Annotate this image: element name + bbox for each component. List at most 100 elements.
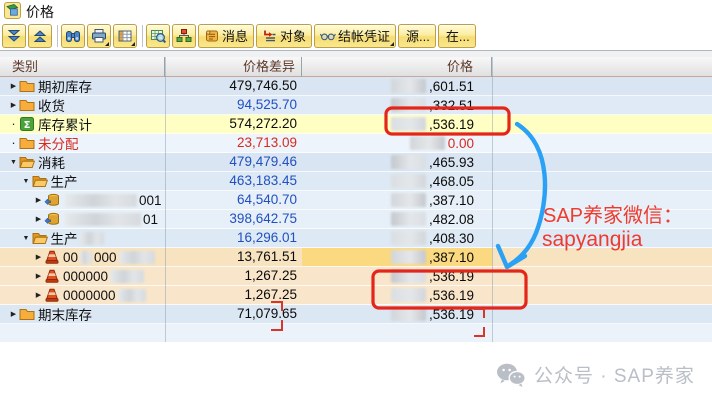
cost-object-icon <box>44 288 60 302</box>
table-header-row: 类别 价格差异 价格 <box>0 57 712 77</box>
redacted-blur <box>117 288 146 302</box>
category-label: 生产 <box>50 232 78 247</box>
table-row[interactable]: ▼ 消耗 479,479.46 ,465.93 <box>0 153 712 172</box>
category-label: 001 <box>139 192 162 208</box>
redacted-blur <box>390 307 426 321</box>
price-value: ,601.51 <box>428 78 474 94</box>
redacted-blur <box>390 193 426 207</box>
order-icon <box>44 212 60 226</box>
redacted-blur <box>110 269 145 283</box>
price-difference-cell: 463,183.45 <box>229 173 297 188</box>
objects-button[interactable]: 对象 <box>256 23 313 48</box>
dropdown-corner-icon[interactable] <box>131 41 135 46</box>
expand-arrow-icon[interactable]: ▶ <box>35 254 42 261</box>
table-row[interactable]: · Σ 库存累计 574,272.20 ,536.19 <box>0 115 712 134</box>
price-cell: ,387.10 <box>302 248 492 266</box>
table-footer-strip <box>0 324 712 342</box>
table-row[interactable]: ▶ 0000000 1,267.25 ,536.19 <box>0 286 712 305</box>
in-button[interactable]: 在... <box>437 23 476 48</box>
table-row[interactable]: ▶ 000000 1,267.25 ,536.19 <box>0 267 712 286</box>
expand-arrow-icon[interactable]: ▶ <box>10 102 17 109</box>
collapse-all-button[interactable] <box>28 23 52 48</box>
category-cell: ▶ 01 <box>0 210 198 228</box>
redacted-blur <box>80 250 93 264</box>
category-label: 库存累计 <box>38 118 92 133</box>
redacted-blur <box>79 231 104 245</box>
category-cell: ▼ 消耗 <box>0 153 173 171</box>
price-value: ,482.08 <box>428 211 474 227</box>
layout-button[interactable] <box>113 23 137 48</box>
expand-all-button[interactable] <box>2 23 26 48</box>
price-cell: ,482.08 <box>302 210 492 228</box>
price-difference-cell: 574,272.20 <box>229 116 297 131</box>
price-difference-cell: 1,267.25 <box>244 268 297 283</box>
price-difference-cell: 398,642.75 <box>229 211 297 226</box>
button-label: 对象 <box>280 29 307 44</box>
dropdown-corner-icon[interactable] <box>105 41 109 46</box>
wechat-note-line2: sapyangjia <box>542 228 643 251</box>
cost-object-icon <box>44 250 60 264</box>
toolbar-divider <box>0 50 712 51</box>
table-row[interactable]: ▶ 期末库存 71,079.65 ,536.19 <box>0 305 712 324</box>
redacted-blur <box>409 136 445 150</box>
expand-arrow-icon[interactable]: ▶ <box>35 273 42 280</box>
expand-arrow-icon[interactable]: ▶ <box>35 197 42 204</box>
magnifier-table-icon <box>150 28 166 44</box>
svg-text:Σ: Σ <box>24 120 31 131</box>
print-button[interactable] <box>87 23 111 48</box>
collapse-arrow-icon[interactable]: ▼ <box>10 158 17 166</box>
table-row[interactable]: ▶ 期初库存 479,746.50 ,601.51 <box>0 77 712 96</box>
category-label: 生产 <box>50 175 78 190</box>
price-difference-cell: 13,761.51 <box>236 249 297 264</box>
glasses-icon <box>320 28 336 44</box>
price-value: ,465.93 <box>428 154 474 170</box>
expand-arrow-icon[interactable]: ▶ <box>35 216 42 223</box>
table-row[interactable]: · 未分配 23,713.09 0.00 <box>0 134 712 153</box>
toolbar-separator <box>57 24 58 47</box>
application-toolbar: 消息 对象 结帐凭证 源... 在... <box>2 23 478 48</box>
price-value: ,332.51 <box>428 97 474 113</box>
table-row[interactable]: ▶ 收货 94,525.70 ,332.51 <box>0 96 712 115</box>
settlement-documents-button[interactable]: 结帐凭证 <box>314 23 397 48</box>
column-header-price[interactable]: 价格 <box>302 57 492 77</box>
category-label: 0000000 <box>63 287 116 303</box>
redacted-blur <box>390 117 426 131</box>
column-header-category[interactable]: 类别 <box>0 57 165 77</box>
category-cell: ▶ 期末库存 <box>0 305 173 323</box>
collapse-arrow-icon[interactable]: ▼ <box>22 177 30 185</box>
dropdown-corner-icon[interactable] <box>390 41 395 46</box>
hierarchy-button[interactable] <box>172 23 196 48</box>
display-details-button[interactable] <box>146 23 170 48</box>
expand-arrow-icon[interactable]: ▶ <box>10 311 17 318</box>
hierarchy-icon <box>176 28 192 44</box>
redacted-blur <box>390 231 426 245</box>
collapse-arrow-icon[interactable]: ▼ <box>22 234 30 242</box>
table-row[interactable]: ▼ 生产 463,183.45 ,468.05 <box>0 172 712 191</box>
category-label: 期末库存 <box>38 308 92 323</box>
watermark-text: 公众号 · SAP养家 <box>534 366 695 387</box>
price-cell: ,536.19 <box>302 267 492 285</box>
price-cell: ,601.51 <box>302 77 492 95</box>
folder-icon <box>19 307 35 321</box>
price-difference-cell: 479,746.50 <box>229 78 297 93</box>
price-difference-cell: 23,713.09 <box>236 135 297 150</box>
price-cell: ,408.30 <box>302 229 492 247</box>
binoculars-icon <box>65 28 81 44</box>
price-cell: ,465.93 <box>302 153 492 171</box>
column-header-price-difference[interactable]: 价格差异 <box>165 57 302 77</box>
object-list-icon <box>262 28 278 44</box>
find-button[interactable] <box>61 23 85 48</box>
redacted-blur <box>390 269 426 283</box>
messages-button[interactable]: 消息 <box>198 23 255 48</box>
price-cell: ,536.19 <box>302 286 492 304</box>
price-difference-cell: 94,525.70 <box>236 97 297 112</box>
source-button[interactable]: 源... <box>398 23 436 48</box>
page-title: 价格 <box>26 4 54 20</box>
category-cell: ▼ 生产 <box>0 172 186 190</box>
toolbar-separator <box>142 24 143 47</box>
expand-arrow-icon[interactable]: ▶ <box>10 83 17 90</box>
expand-arrow-icon[interactable]: ▶ <box>35 292 42 299</box>
printer-icon <box>91 28 107 44</box>
column-grid-line <box>165 57 166 342</box>
